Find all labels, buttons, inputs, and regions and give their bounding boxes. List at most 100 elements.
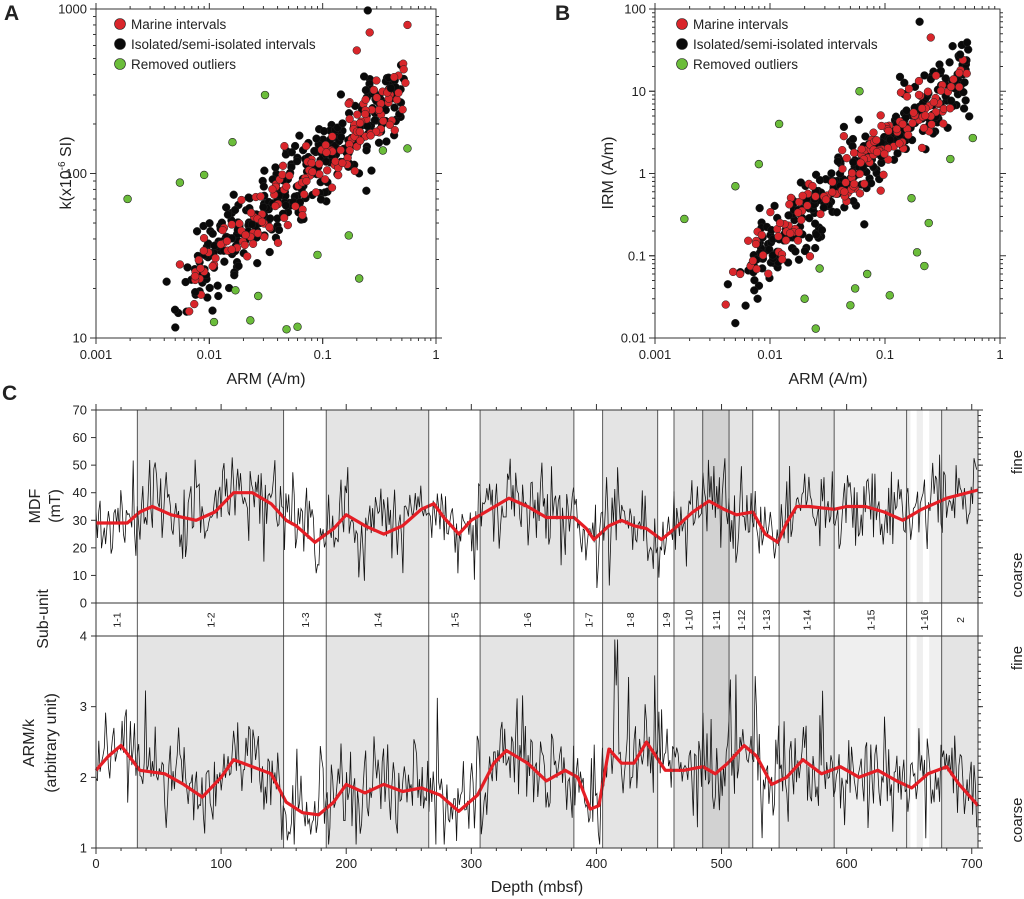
marine-point [403,20,412,30]
y-tick-label: 100 [624,2,646,17]
isolated-point [893,149,902,158]
isolated-point [964,45,973,54]
marine-point [794,197,804,207]
isolated-point [839,122,849,132]
isolated-point [295,131,304,140]
marine-point [895,139,904,148]
subunit-label: 1-9 [661,612,673,627]
panel-a-xlabel: ARM (A/m) [226,371,305,388]
marine-point [191,272,200,281]
marine-point [927,120,936,129]
isolated-point [229,190,238,199]
marine-point [235,219,244,228]
y-tick-label: 100 [65,166,87,181]
marine-point [278,161,288,170]
marine-point [775,218,785,228]
marine-point [931,71,941,80]
marine-point [355,127,364,136]
armk-y-tick-label: 2 [80,770,87,785]
marine-point [841,178,850,187]
subunit-frame [95,602,979,637]
isolated-point [370,116,380,125]
isolated-point [805,214,814,223]
subunit-label: 1-16 [919,609,931,630]
marine-point [919,123,929,133]
legend-isolated-marker [114,38,126,50]
marine-point [842,154,851,163]
isolated-point [374,138,384,147]
armk-ylabel: ARM/k [21,718,38,767]
marine-point [828,188,837,197]
subunit-label: 1-10 [683,609,695,630]
isolated-point [811,243,820,253]
panel-b-xlabel: ARM (A/m) [788,371,867,388]
outlier-point [862,269,872,279]
mdf-y-tick-label: 50 [73,458,87,473]
depth-tick-label: 200 [335,856,357,871]
depth-tick-label: 300 [460,856,482,871]
marine-point [929,97,938,107]
marine-point [721,300,730,309]
isolated-point [171,323,180,332]
marine-point [268,185,277,194]
mdf-y-tick-label: 70 [73,403,87,418]
marine-point [955,82,964,92]
marine-point [904,130,913,140]
marine-point [265,222,274,232]
subunit-label: 1-6 [522,612,534,627]
subunit-labels: 1-1 1-2 1-3 1-4 1-5 1-6 1-7 1-8 1-9 1-10 1-11 1-12 1… [112,609,967,630]
subunit-label: 2 [955,617,967,623]
subunit-shade-mdf [941,410,978,603]
panel-b-ylabel: IRM (A/m) [600,137,617,210]
outlier-point [123,194,132,204]
y-tick-label: 10 [73,331,87,346]
isolated-point [723,280,732,289]
marine-point [237,195,246,205]
depth-tick-label: 0 [92,856,99,871]
marine-point [257,217,267,226]
marine-point [299,190,309,199]
marine-point [285,171,294,180]
marine-point [811,192,820,201]
isolated-point [336,90,346,99]
isolated-point [854,115,863,124]
isolated-point [791,247,800,256]
marine-point [366,131,375,140]
outlier-point [378,146,388,155]
armk-ylabel-unit: (arbitrary unit) [43,693,60,793]
marine-point [355,118,365,128]
isolated-point [281,201,291,210]
subunit-ylabel: Sub-unit [35,589,52,649]
outlier-point [260,90,270,100]
subunit-label: 1-4 [372,612,384,627]
isolated-point [750,286,759,295]
marine-point [857,145,866,154]
depth-tick-label: 500 [711,856,733,871]
marine-point [828,177,837,187]
marine-point [298,211,307,220]
marine-point [849,148,859,157]
isolated-point [312,134,321,143]
marine-point [808,181,817,191]
marine-point [401,78,410,87]
isolated-point [361,86,371,95]
legend-outlier-label: Removed outliers [131,57,236,72]
mdf-ylabel: MDF [27,488,44,523]
isolated-point [960,78,969,87]
isolated-point [750,276,759,285]
panel-c-label: C [2,382,17,405]
isolated-point [223,210,233,219]
isolated-point [362,186,371,195]
marine-point [884,126,893,136]
isolated-point [205,283,214,293]
isolated-point [310,146,319,156]
marine-point [855,169,865,179]
isolated-point [363,6,372,15]
subunit-label: 1-11 [711,610,723,630]
marine-point [752,264,761,274]
marine-point [372,76,381,85]
subunit-label: 1-3 [300,612,312,627]
isolated-point [253,259,262,268]
marine-point [955,68,964,78]
isolated-point [902,106,911,115]
